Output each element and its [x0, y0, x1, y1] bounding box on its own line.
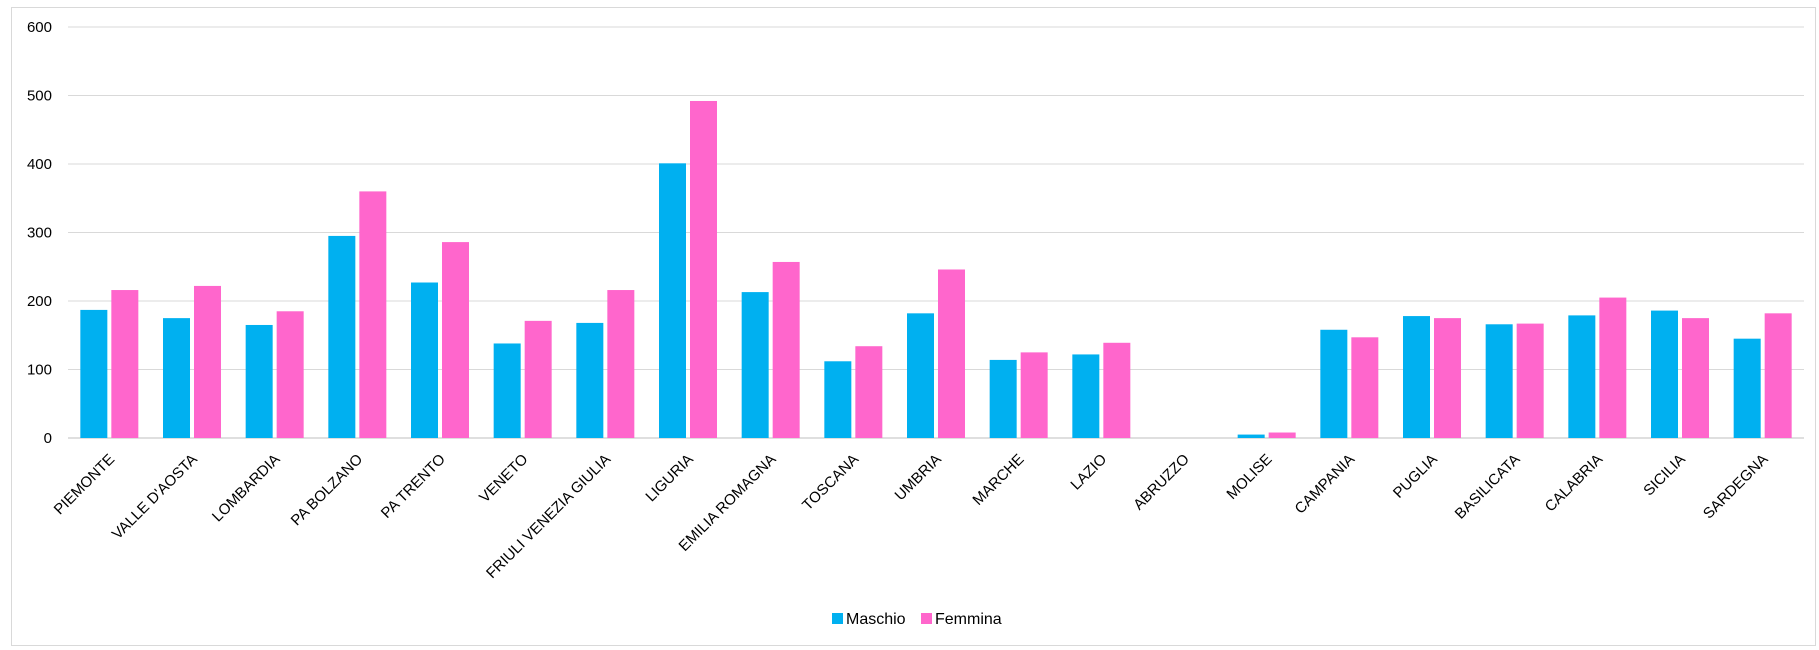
bar-maschio — [1733, 338, 1761, 438]
legend-label-maschio: Maschio — [846, 611, 906, 628]
x-tick-label: SICILIA — [1640, 451, 1689, 500]
y-axis-tick-labels: 0 100 200 300 400 500 600 — [27, 19, 52, 447]
y-tick-label: 500 — [27, 88, 52, 105]
y-tick-label: 0 — [44, 430, 52, 447]
bar-femmina — [1351, 337, 1379, 438]
bar-maschio — [163, 318, 190, 438]
bar-femmina — [442, 242, 469, 438]
x-tick-label: TOSCANA — [799, 451, 862, 514]
bar-maschio — [576, 322, 604, 438]
x-tick-label: LAZIO — [1067, 451, 1110, 494]
legend-swatch-maschio — [832, 613, 843, 624]
legend: Maschio Femmina — [832, 611, 1002, 628]
x-tick-label: BASILICATA — [1452, 451, 1524, 523]
legend-label-femmina: Femmina — [935, 611, 1002, 628]
y-tick-label: 300 — [27, 225, 52, 242]
y-tick-label: 100 — [27, 362, 52, 379]
bar-femmina — [1682, 318, 1709, 438]
bar-femmina — [1764, 313, 1792, 438]
x-tick-label: PA BOLZANO — [288, 451, 366, 529]
x-tick-label: ABRUZZO — [1130, 451, 1193, 514]
bar-femmina — [1103, 342, 1131, 438]
x-tick-label: MOLISE — [1223, 451, 1275, 503]
bar-maschio — [245, 324, 273, 438]
y-tick-label: 400 — [27, 156, 52, 173]
bar-femmina — [855, 346, 883, 438]
bar-maschio — [1320, 329, 1348, 438]
x-tick-label: LIGURIA — [642, 451, 696, 505]
bar-femmina — [194, 285, 221, 438]
bar-femmina — [607, 290, 635, 438]
bar-femmina — [1516, 323, 1544, 438]
bar-maschio — [1237, 434, 1265, 438]
y-tick-label: 200 — [27, 293, 52, 310]
bar-maschio — [1403, 316, 1430, 438]
bar-femmina — [938, 269, 965, 438]
bar-femmina — [1434, 318, 1461, 438]
bar-femmina — [276, 311, 304, 438]
x-tick-label: VENETO — [476, 451, 531, 506]
bar-maschio — [411, 282, 438, 438]
bar-femmina — [359, 191, 387, 438]
bar-femmina — [111, 290, 139, 438]
x-tick-label: PIEMONTE — [51, 451, 118, 518]
bar-maschio — [659, 163, 686, 438]
bar-maschio — [741, 292, 769, 438]
legend-swatch-femmina — [921, 613, 932, 624]
bar-femmina — [524, 320, 552, 438]
bar-maschio — [328, 235, 356, 438]
bar-maschio — [1072, 354, 1100, 438]
bars — [80, 100, 1792, 438]
bar-maschio — [989, 359, 1017, 438]
gridlines — [68, 26, 1804, 439]
bar-maschio — [824, 361, 852, 438]
bar-maschio — [1651, 310, 1678, 438]
x-tick-label: SARDEGNA — [1700, 451, 1772, 523]
bar-maschio — [80, 309, 108, 438]
bar-femmina — [1268, 432, 1296, 438]
x-tick-label: PUGLIA — [1390, 451, 1441, 502]
bar-femmina — [690, 100, 717, 438]
bar-femmina — [772, 261, 800, 438]
bar-femmina — [1599, 297, 1627, 438]
x-tick-label: LOMBARDIA — [209, 451, 284, 526]
x-tick-label: CAMPANIA — [1292, 451, 1359, 518]
bar-maschio — [1485, 324, 1513, 438]
bar-maschio — [1568, 315, 1596, 438]
x-tick-label: PA TRENTO — [378, 451, 449, 522]
x-tick-label: MARCHE — [970, 451, 1028, 509]
bar-maschio — [493, 343, 521, 438]
bar-femmina — [1020, 352, 1048, 438]
bar-maschio — [907, 313, 934, 438]
y-tick-label: 600 — [27, 19, 52, 36]
x-tick-label: VALLE D'AOSTA — [109, 451, 201, 543]
x-tick-label: CALABRIA — [1542, 451, 1606, 515]
x-tick-label: UMBRIA — [892, 451, 945, 504]
